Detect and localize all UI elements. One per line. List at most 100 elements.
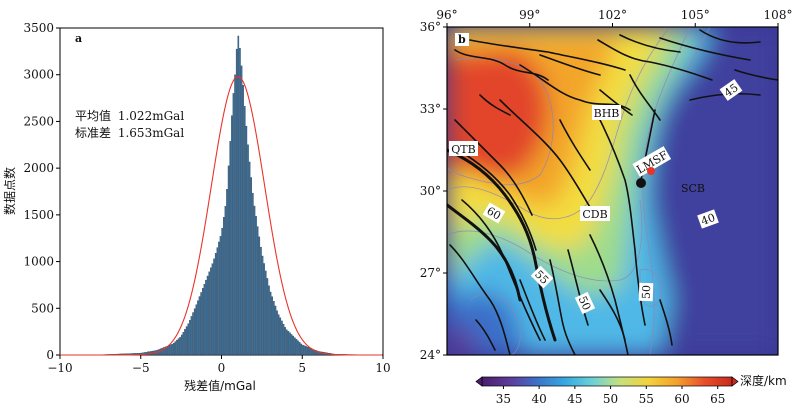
- histogram-bar: [184, 329, 186, 356]
- histogram-bar: [208, 271, 211, 356]
- histogram-y-ticks: 0 500 1000 1500 2000 2500 3000 3500: [23, 21, 60, 362]
- histogram-bar: [231, 115, 233, 356]
- histogram-bar: [294, 337, 296, 356]
- histogram-x-ticks: −10 −5 0 5 10: [47, 355, 391, 375]
- histogram-bar: [163, 347, 165, 356]
- histogram-bar: [276, 310, 278, 356]
- colorbar-high-arrow: [731, 376, 739, 387]
- histogram-x-tick-label: −5: [132, 361, 150, 375]
- histogram-bar: [198, 296, 201, 356]
- histogram-y-tick-label: 2500: [23, 114, 54, 128]
- map-latitude-label: 27°: [420, 266, 441, 280]
- histogram-bar: [305, 346, 307, 356]
- panel-b-label: b: [458, 33, 466, 46]
- histogram-y-axis-label: 数据点数: [2, 167, 17, 215]
- histogram-bar: [192, 312, 194, 356]
- histogram-bar: [189, 320, 191, 356]
- histogram-bar: [268, 285, 270, 356]
- map-longitude-label: 105°: [681, 8, 710, 22]
- histogram-bar: [210, 267, 212, 356]
- histogram-bar: [143, 352, 146, 356]
- colorbar-tick-label: 35: [496, 392, 511, 406]
- histogram-bar: [237, 35, 240, 356]
- histogram-x-tick-label: −10: [47, 361, 72, 375]
- histogram-bar: [211, 263, 214, 356]
- histogram-bar: [145, 352, 148, 356]
- histogram-bar: [176, 339, 178, 356]
- histogram-bar: [290, 334, 293, 356]
- region-label-qtb: QTB: [451, 143, 475, 156]
- histogram-bar: [266, 278, 269, 356]
- map-latitude-label: 33°: [420, 102, 441, 116]
- histogram-bar: [285, 329, 288, 356]
- histogram-bar: [224, 206, 227, 356]
- colorbar-tick-label: 60: [674, 392, 689, 406]
- histogram-bar: [161, 347, 164, 356]
- mean-stat: 平均值 1.022mGal: [75, 108, 184, 123]
- histogram-x-axis-label: 残差值/mGal: [184, 378, 256, 393]
- histogram-bar: [297, 340, 299, 356]
- histogram-bar: [239, 47, 241, 356]
- histogram-bar: [201, 288, 204, 356]
- block-boundary-faults: [447, 148, 557, 342]
- histogram-bar: [168, 345, 170, 356]
- histogram-bar: [252, 192, 254, 356]
- histogram-bar: [279, 317, 282, 356]
- map-latitude-label: 30°: [420, 184, 441, 198]
- histogram-bar: [232, 93, 235, 356]
- region-label-scb: SCB: [681, 182, 705, 195]
- histogram-bar: [179, 336, 181, 356]
- histogram-bars: [97, 35, 361, 356]
- mean-stat-label: 平均值: [75, 108, 111, 123]
- histogram-bar: [281, 320, 283, 356]
- histogram-y-tick-label: 1500: [23, 208, 54, 222]
- histogram-bar: [260, 246, 262, 356]
- std-stat: 标准差 1.653mGal: [75, 126, 184, 140]
- histogram-bar: [193, 308, 196, 356]
- histogram-bar: [250, 177, 253, 356]
- region-label-cdb: CDB: [582, 208, 607, 221]
- histogram-bar: [269, 291, 272, 356]
- histogram-bar: [218, 241, 220, 356]
- histogram-bar: [258, 236, 261, 356]
- std-stat-value: 1.653mGal: [118, 126, 184, 140]
- histogram-y-tick-label: 0: [46, 348, 54, 362]
- histogram-bar: [213, 258, 215, 356]
- map-latitude-ticks: 24° 27° 30° 33° 36°: [420, 20, 447, 362]
- histogram-bar: [295, 339, 298, 356]
- histogram-bar: [284, 327, 286, 356]
- map-latitude-label: 24°: [420, 348, 441, 362]
- histogram-bar: [255, 216, 257, 356]
- histogram-bar: [308, 347, 311, 356]
- histogram-x-tick-label: 5: [298, 361, 306, 375]
- colorbar-gradient: [481, 376, 733, 387]
- map-longitude-label: 96°: [436, 8, 457, 22]
- histogram-bar: [261, 255, 264, 356]
- histogram-y-tick-label: 1000: [23, 255, 54, 269]
- contour-label-50-east: 50: [640, 285, 653, 299]
- histogram-y-tick-label: 3000: [23, 68, 54, 82]
- std-stat-label: 标准差: [75, 126, 111, 140]
- histogram-bar: [187, 323, 190, 356]
- histogram-bar: [190, 316, 193, 356]
- map-longitude-label: 108°: [764, 8, 793, 22]
- histogram-bar: [292, 335, 295, 356]
- histogram-bar: [245, 125, 248, 356]
- histogram-x-tick-label: 0: [218, 361, 226, 375]
- histogram-bar: [282, 323, 285, 356]
- region-label-bhb: BHB: [594, 107, 620, 120]
- contour-label-50-west: 50: [576, 294, 594, 312]
- histogram-bar: [174, 341, 177, 356]
- histogram-bar: [313, 349, 315, 356]
- histogram-bar: [298, 342, 301, 356]
- histogram-bar: [315, 350, 317, 356]
- contour-value-labels: 45 40 60 55 50: [482, 79, 743, 315]
- histogram-bar: [263, 263, 265, 356]
- epicenter-black-marker: [636, 178, 646, 188]
- map-longitude-label: 99°: [519, 8, 540, 22]
- histogram-x-tick-label: 10: [375, 361, 390, 375]
- histogram-bar: [180, 334, 183, 356]
- histogram-bar: [243, 106, 246, 356]
- histogram-bar: [300, 343, 303, 356]
